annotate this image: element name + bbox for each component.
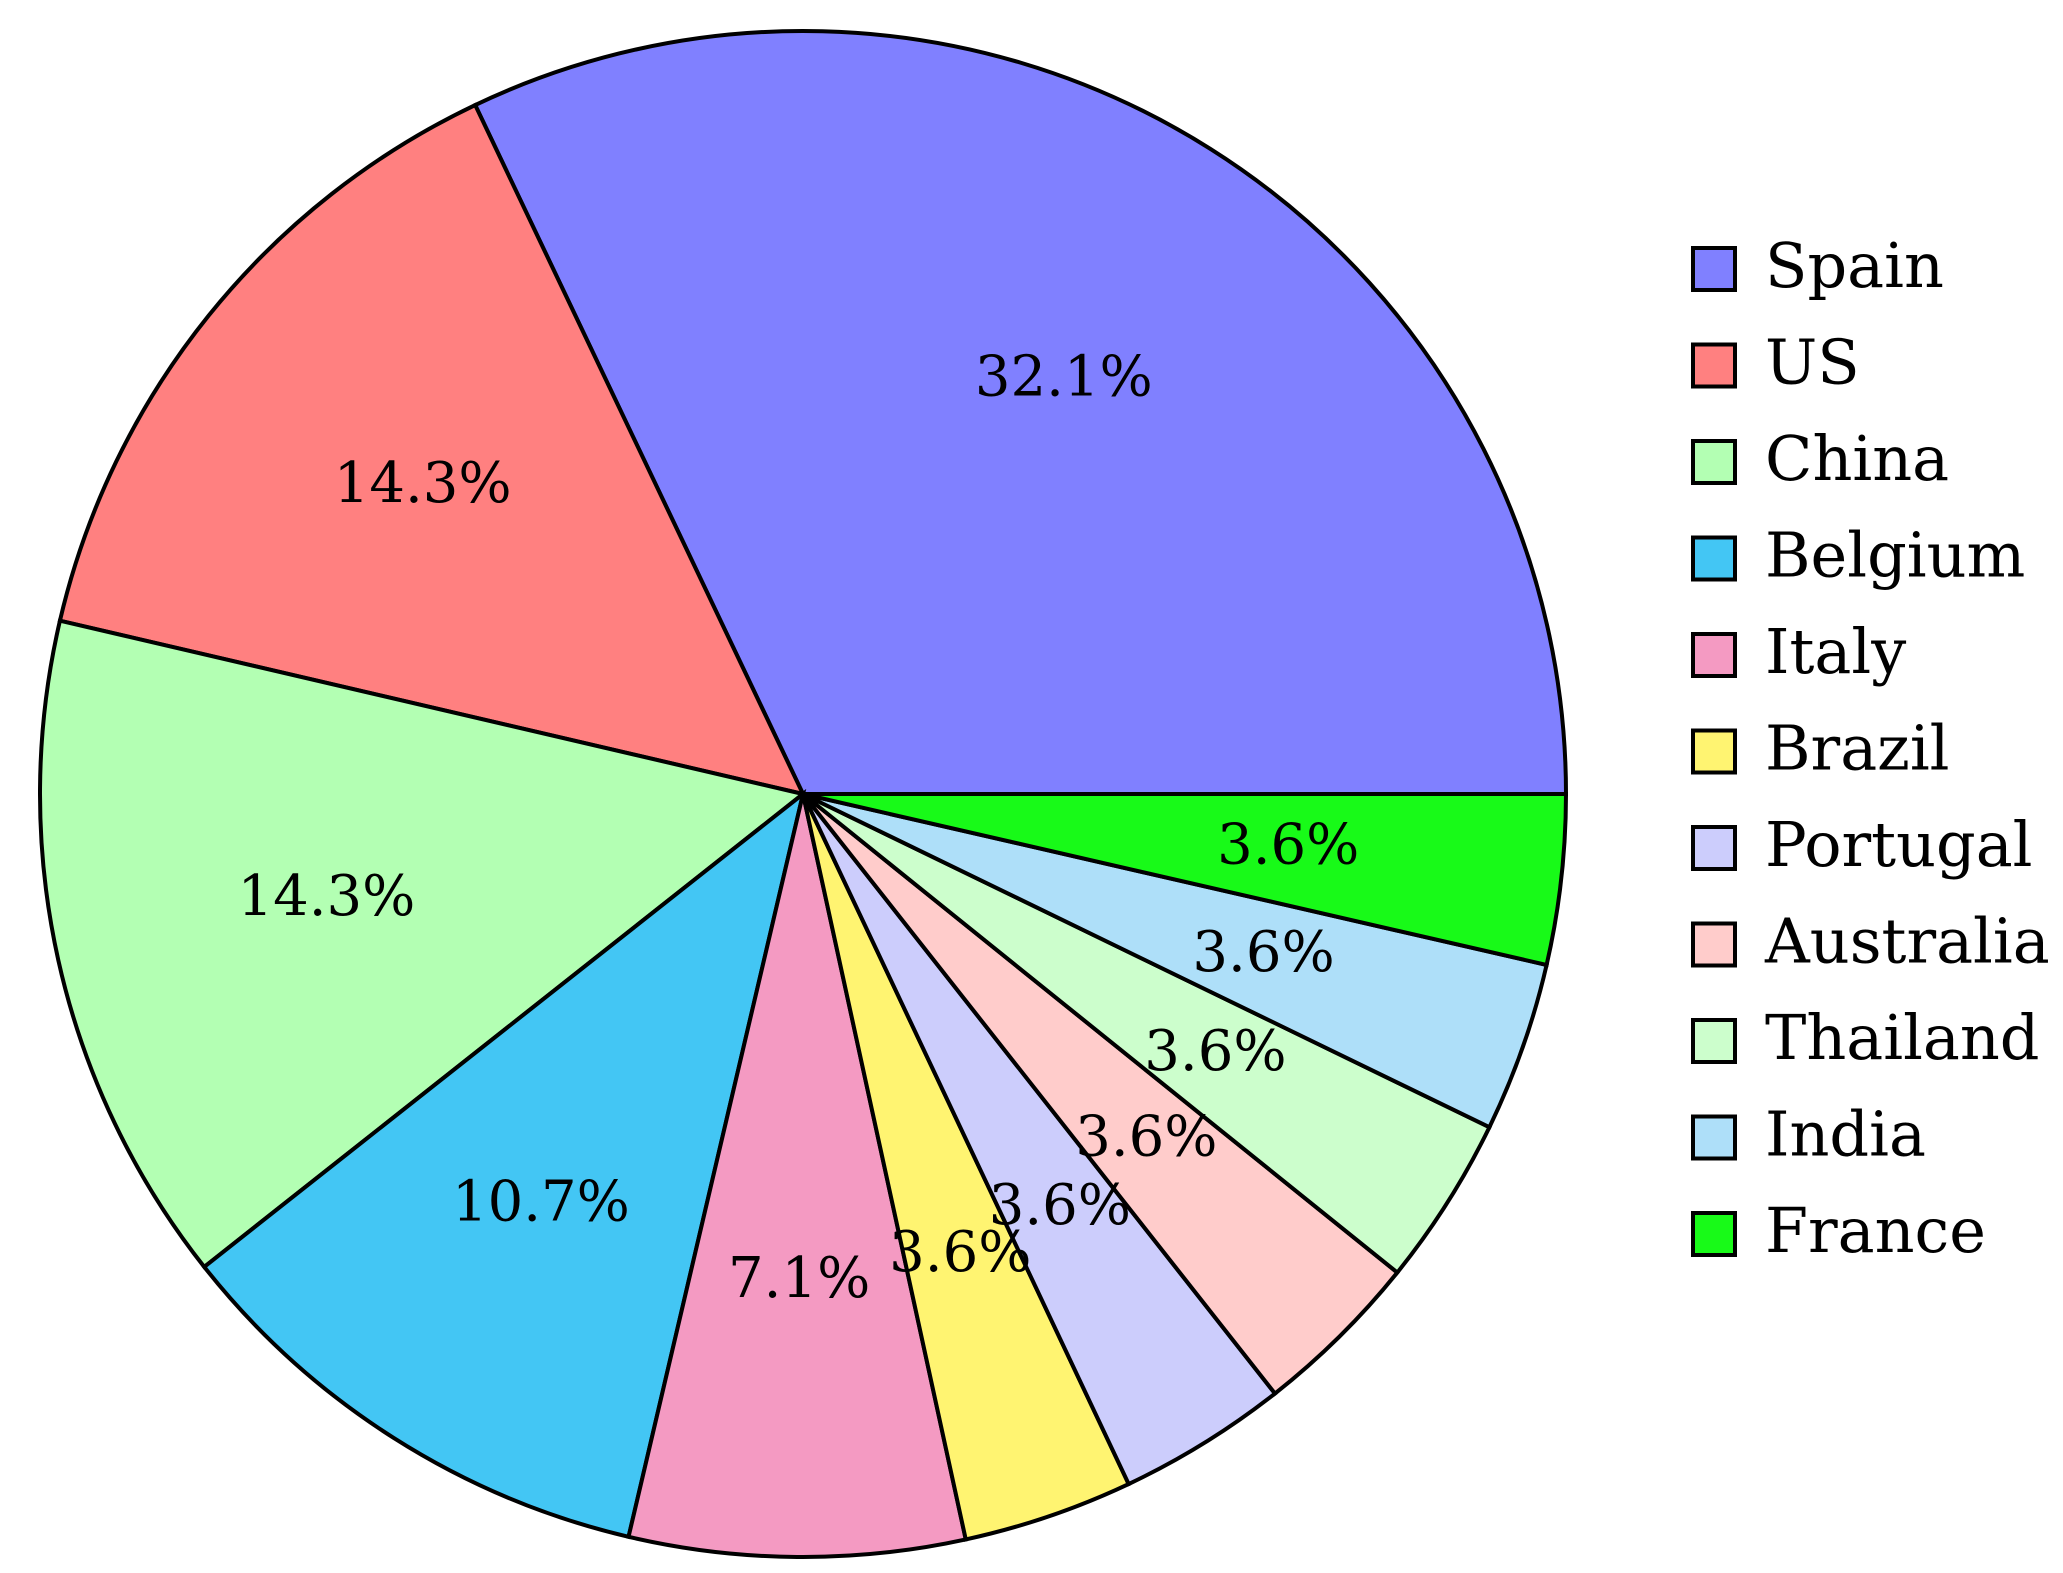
value-label-india: 3.6% [1192, 920, 1334, 985]
legend-label-thailand: Thailand [1765, 1001, 2040, 1074]
pie-slice-us [57, 102, 807, 797]
legend-swatch-us [1691, 342, 1737, 389]
legend-swatch-thailand [1691, 1018, 1737, 1064]
value-label-italy: 7.1% [728, 1246, 870, 1311]
legend-swatch-france [1691, 1211, 1737, 1257]
legend: Spain US China Belgium Italy Brazil Portugal Au… [1691, 229, 2050, 1267]
pie-slices [38, 29, 1569, 1559]
legend-label-france: France [1765, 1194, 1986, 1267]
legend-label-china: China [1765, 422, 1949, 495]
pie-slice-france [802, 792, 1569, 968]
value-label-belgium: 10.7% [452, 1170, 630, 1235]
legend-swatch-china [1691, 439, 1737, 485]
legend-swatch-spain [1691, 246, 1737, 292]
value-label-spain: 32.1% [975, 345, 1153, 410]
legend-swatch-australia [1691, 921, 1737, 968]
legend-label-italy: Italy [1765, 615, 1906, 688]
value-label-australia: 3.6% [1075, 1105, 1217, 1170]
value-label-portugal: 3.6% [989, 1173, 1131, 1238]
pie-value-labels: 32.1%14.3%14.3%10.7%7.1% 3.6%3.6%3.6%3.6%… [237, 345, 1359, 1311]
legend-swatch-portugal [1691, 825, 1737, 871]
value-label-brazil: 3.6% [889, 1220, 1031, 1285]
value-label-thailand: 3.6% [1144, 1019, 1286, 1084]
pie-slice-italy [626, 793, 969, 1559]
legend-label-brazil: Brazil [1765, 712, 1950, 785]
legend-label-spain: Spain [1765, 229, 1944, 302]
legend-label-us: US [1765, 326, 1860, 399]
pie-slice-china [38, 618, 808, 1270]
legend-label-australia: Australia [1764, 905, 2050, 978]
pie-slice-belgium [201, 788, 807, 1540]
legend-swatch-belgium [1691, 535, 1737, 582]
value-label-us: 14.3% [334, 451, 512, 516]
value-label-china: 14.3% [237, 864, 415, 929]
pie-slice-spain [472, 29, 1569, 796]
legend-label-portugal: Portugal [1765, 808, 2033, 881]
legend-swatch-brazil [1691, 728, 1737, 775]
value-label-france: 3.6% [1217, 813, 1359, 878]
legend-swatch-italy [1691, 632, 1737, 678]
legend-label-belgium: Belgium [1765, 519, 2025, 592]
legend-swatch-india [1691, 1114, 1737, 1161]
legend-label-india: India [1765, 1098, 1926, 1171]
